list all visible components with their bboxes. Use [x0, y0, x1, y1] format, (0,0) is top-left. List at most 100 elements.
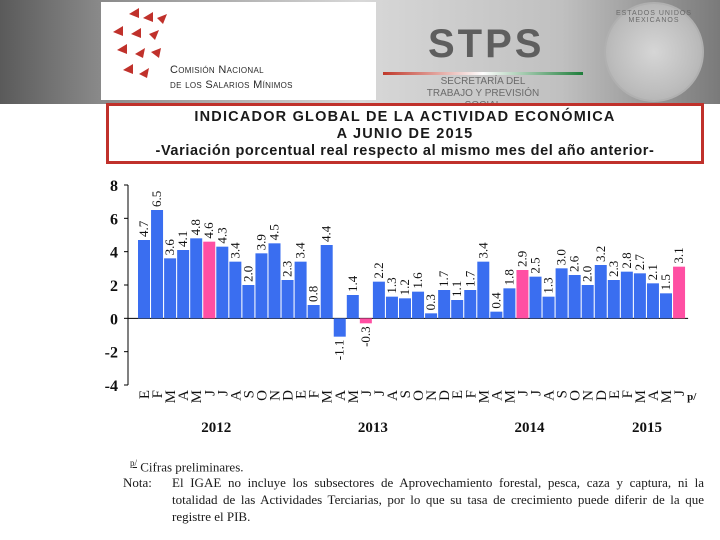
month-label: S [398, 390, 414, 398]
month-label: N [424, 390, 440, 401]
bar [294, 261, 307, 319]
bar [399, 298, 411, 319]
bar-value-label: 0.8 [306, 286, 321, 302]
bar [385, 296, 398, 319]
month-label: J [215, 390, 231, 396]
bar-value-label: 0.4 [488, 292, 503, 309]
bar [425, 313, 438, 319]
org-name-line1: Comisión Nacional [170, 64, 264, 76]
bar-value-label: 3.4 [475, 242, 490, 259]
bar-value-label: 1.7 [436, 270, 451, 287]
month-label: O [568, 390, 584, 401]
prelim-note: p/ Cifras preliminares. [130, 455, 244, 475]
bar-value-label: 2.0 [240, 266, 255, 282]
bar [177, 250, 190, 319]
bar [490, 311, 503, 319]
bar [164, 258, 177, 319]
bar-value-label: 3.0 [554, 249, 569, 265]
year-label: 2013 [358, 420, 388, 436]
note-text: El IGAE no incluye los subsectores de Ap… [172, 475, 704, 524]
bar-value-label: 6.5 [149, 191, 164, 207]
bar-value-label: 2.1 [645, 264, 660, 280]
national-seal-icon: ESTADOS UNIDOS MEXICANOS [604, 2, 704, 102]
bar [607, 280, 620, 319]
month-label: E [137, 390, 153, 399]
bar-value-label: 1.5 [658, 274, 673, 290]
bar-value-label: 4.8 [188, 219, 203, 235]
bar [555, 268, 568, 319]
y-tick-label: 4 [110, 245, 118, 262]
month-label: A [542, 390, 558, 401]
bar-value-label: 1.6 [410, 272, 425, 289]
y-tick-label: -4 [105, 378, 118, 395]
bar-value-label: 2.5 [528, 257, 543, 273]
month-label: A [228, 390, 244, 401]
bar-value-label: 2.3 [606, 261, 621, 277]
bar [620, 271, 633, 319]
year-label: 2014 [515, 420, 546, 436]
bar-value-label: 3.9 [253, 234, 268, 250]
bar [542, 296, 555, 319]
month-label: A [385, 390, 401, 401]
prelim-note-text: Cifras preliminares. [140, 459, 244, 475]
bar-value-label: 3.4 [227, 242, 242, 259]
month-label: A [176, 390, 192, 401]
bar [451, 300, 464, 319]
month-label: A [489, 390, 505, 401]
bar [203, 241, 216, 319]
month-label: M [476, 390, 492, 403]
bar-value-label: 1.8 [501, 269, 516, 285]
chart-title-line1: INDICADOR GLOBAL DE LA ACTIVIDAD ECONÓMI… [194, 109, 616, 125]
bar [190, 238, 203, 319]
bar [242, 285, 255, 319]
bar [138, 240, 150, 319]
bar-value-label: 2.9 [514, 251, 529, 267]
bar [660, 293, 672, 319]
y-tick-label: 2 [110, 278, 118, 295]
bar [346, 295, 359, 319]
month-label: O [254, 390, 270, 401]
month-label: M [346, 390, 362, 403]
bar-value-label: 1.3 [384, 277, 399, 293]
month-label: M [502, 390, 518, 403]
bar-value-label: 4.5 [267, 224, 282, 240]
bar-value-label: 1.4 [345, 275, 360, 292]
month-label: E [607, 390, 623, 399]
bar-value-label: 4.4 [319, 225, 334, 242]
bar-value-label: 4.1 [175, 231, 190, 247]
prelim-mark-chart: p/ [687, 391, 697, 403]
bar-value-label: 3.4 [293, 242, 308, 259]
bar [633, 273, 646, 319]
chart-title-box: INDICADOR GLOBAL DE LA ACTIVIDAD ECONÓMI… [106, 103, 704, 164]
month-label: S [241, 390, 257, 398]
bar-value-label: 2.7 [632, 254, 647, 271]
month-label: N [268, 390, 284, 401]
y-tick-label: -2 [105, 345, 118, 362]
month-label: J [359, 390, 375, 396]
month-label: E [450, 390, 466, 399]
header-banner: Comisión Nacional de los Salarios Mínimo… [0, 0, 720, 111]
month-label: M [189, 390, 205, 403]
conasami-logo-icon [113, 8, 167, 78]
stps-logo-text: STPS [428, 22, 545, 66]
conasami-logo: Comisión Nacional de los Salarios Mínimo… [101, 2, 376, 100]
bar-value-label: 1.2 [397, 279, 412, 295]
bar [359, 318, 372, 324]
bar [581, 285, 594, 319]
month-label: M [659, 390, 675, 403]
igae-bar-chart: -4 -2 0 2 4 6 8 4.7 E 6.5 F 3.6 M 4.1 A 4.8 M 4.6 J 4.3 J 3.4… [105, 178, 698, 436]
month-label: D [281, 390, 297, 401]
bar [503, 288, 516, 319]
y-tick-label: 0 [110, 311, 118, 328]
bar-value-label: 3.6 [162, 239, 177, 256]
month-label: D [594, 390, 610, 401]
month-label: M [163, 390, 179, 403]
prelim-mark: p/ [130, 458, 138, 468]
bar [568, 275, 581, 319]
month-label: M [320, 390, 336, 403]
bar [333, 318, 346, 337]
month-label: F [150, 390, 166, 398]
bar-value-label: 2.8 [619, 252, 634, 268]
org-name-line2: de los Salarios Mínimos [170, 79, 293, 91]
bar-value-label: 1.3 [541, 277, 556, 293]
